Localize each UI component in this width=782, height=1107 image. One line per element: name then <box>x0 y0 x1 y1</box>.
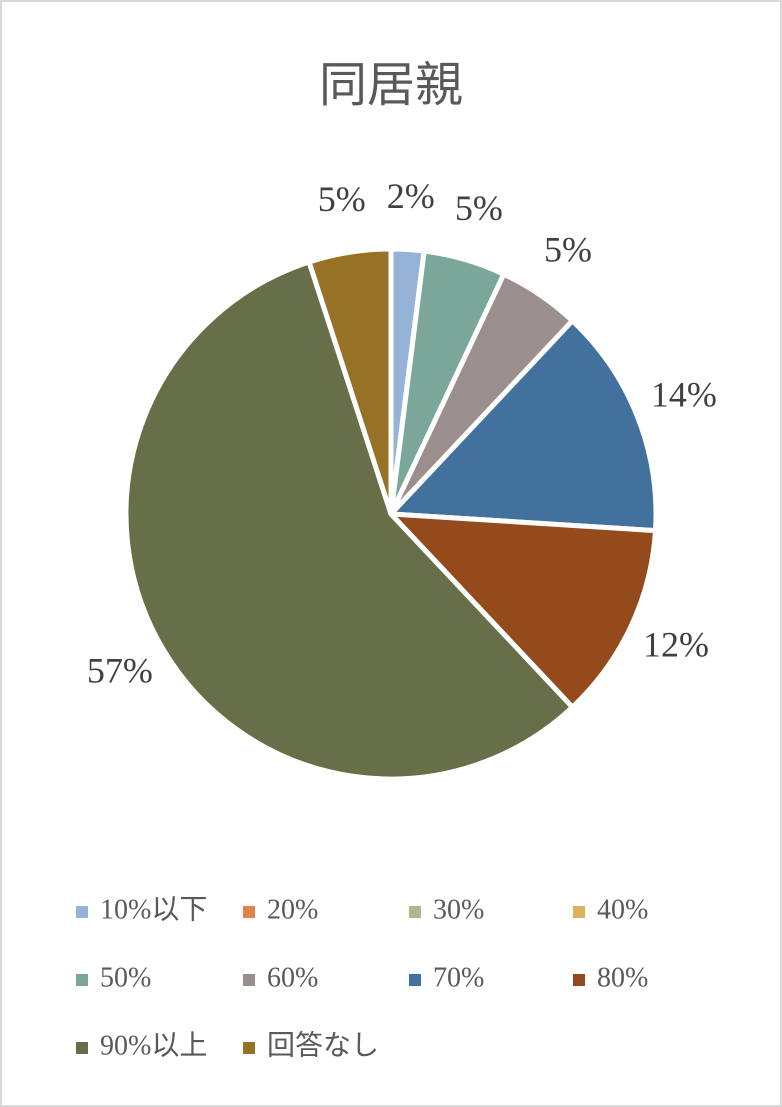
data-label: 5% <box>455 188 503 228</box>
legend-label: 60% <box>267 962 318 993</box>
data-label: 57% <box>87 651 153 691</box>
data-label: 5% <box>318 179 366 219</box>
legend-swatch <box>409 974 421 986</box>
legend-swatch <box>243 1042 255 1054</box>
legend-swatch <box>243 906 255 918</box>
chart-title: 同居親 <box>319 59 463 112</box>
legend-swatch <box>243 974 255 986</box>
data-label: 2% <box>387 176 435 216</box>
pie-slice <box>385 317 659 534</box>
legend-swatch <box>76 974 88 986</box>
pie-slice <box>384 511 659 711</box>
legend-label: 40% <box>597 894 648 925</box>
legend-label: 20% <box>267 894 318 925</box>
data-label: 14% <box>651 374 717 414</box>
legend-label: 80% <box>597 962 648 993</box>
pie-slice <box>305 246 394 515</box>
legend-label: 70% <box>433 962 484 993</box>
legend-swatch <box>573 974 585 986</box>
legend-swatch <box>409 906 421 918</box>
legend-label: 90%以上 <box>100 1030 207 1061</box>
data-label: 5% <box>544 230 592 270</box>
legend-label: 回答なし <box>267 1029 379 1061</box>
legend-label: 30% <box>433 894 484 925</box>
legend-swatch <box>76 1042 88 1054</box>
legend-swatch <box>573 906 585 918</box>
legend-label: 10%以下 <box>100 894 207 925</box>
legend-label: 50% <box>100 962 151 993</box>
data-label: 12% <box>643 624 709 664</box>
pie-slice <box>123 258 576 782</box>
legend-swatch <box>76 906 88 918</box>
